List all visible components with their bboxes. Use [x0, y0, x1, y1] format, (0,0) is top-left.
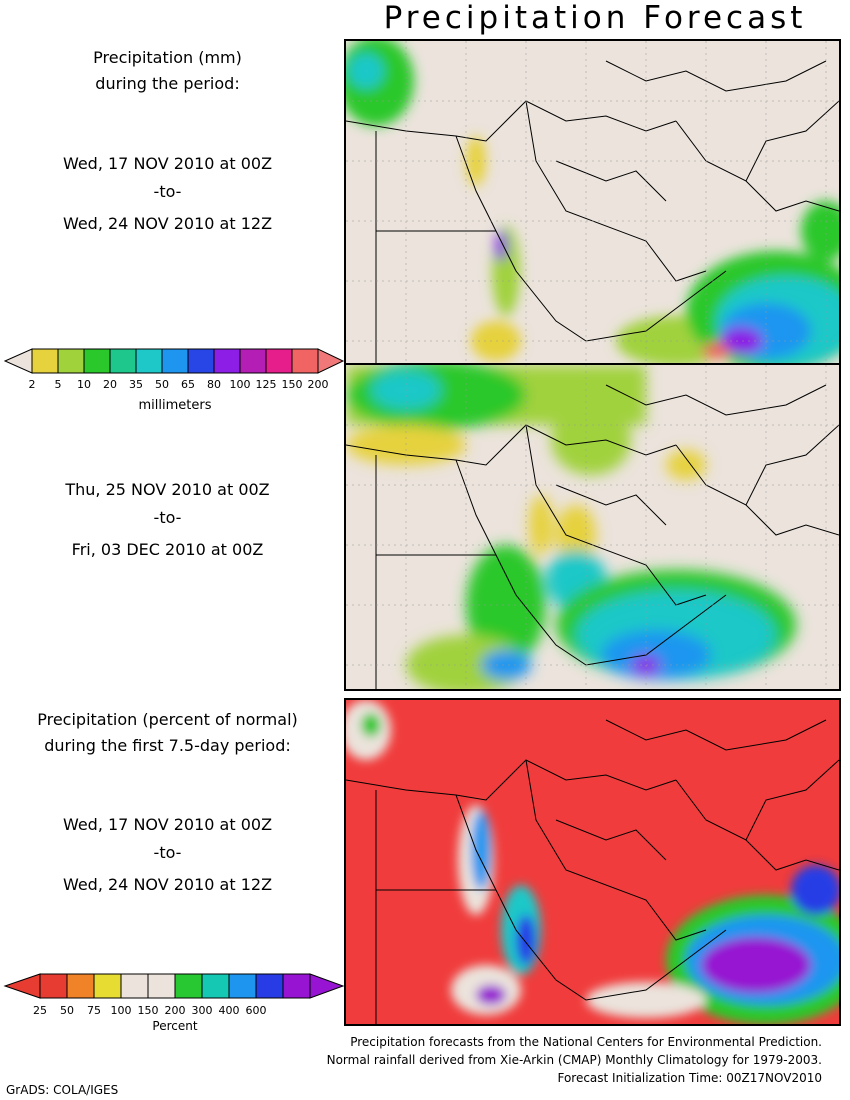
grads-credit: GrADS: COLA/IGES	[6, 1083, 119, 1097]
colorbar-high-arrow	[309, 973, 345, 999]
colorbar-swatch	[239, 348, 267, 374]
colorbar-swatch	[83, 348, 111, 374]
colorbar-tick-label: 200	[307, 378, 329, 391]
section1-end-date: Wed, 24 NOV 2010 at 12Z	[62, 214, 273, 233]
colorbar-low-arrow	[3, 973, 41, 999]
colorbar-tick-label: 100	[110, 1004, 132, 1017]
section2-end-date: Fri, 03 DEC 2010 at 00Z	[71, 540, 264, 559]
colorbar-tick-label: 10	[77, 378, 91, 391]
footer-line1: Precipitation forecasts from the Nationa…	[350, 1035, 822, 1049]
country-borders	[346, 719, 839, 1024]
colorbar-swatch	[109, 348, 137, 374]
colorbar-tick-label: 400	[218, 1004, 240, 1017]
colorbar-swatch	[282, 973, 311, 999]
colorbar-swatch	[213, 348, 241, 374]
colorbar-swatch	[201, 973, 230, 999]
colorbar-tick-label: 100	[229, 378, 251, 391]
colorbar-swatch	[174, 973, 203, 999]
section1-heading-line1: Precipitation (mm)	[93, 48, 242, 67]
grid-lines	[346, 365, 839, 689]
colorbar-swatch	[228, 973, 257, 999]
section1-heading-line2: during the period:	[95, 74, 240, 93]
precip-shading	[346, 365, 796, 689]
footer-line3: Forecast Initialization Time: 00Z17NOV20…	[557, 1071, 822, 1085]
section3-heading-line1: Precipitation (percent of normal)	[37, 710, 298, 729]
colorbar-swatch	[39, 973, 68, 999]
colorbar-tick-label: 20	[103, 378, 117, 391]
section2-to: -to-	[153, 508, 182, 527]
section1-to: -to-	[153, 182, 182, 201]
section3-start-date: Wed, 17 NOV 2010 at 00Z	[62, 815, 273, 834]
percent-colorbar-labels: 25 50 75 100 150 200 300 400 600	[0, 1004, 345, 1020]
colorbar-tick-label: 75	[87, 1004, 101, 1017]
colorbar-tick-label: 65	[181, 378, 195, 391]
colorbar-tick-label: 150	[281, 378, 303, 391]
colorbar-tick-label: 50	[155, 378, 169, 391]
colorbar-high-arrow	[317, 348, 345, 374]
percent-colorbar	[3, 973, 345, 999]
mm-colorbar-unit: millimeters	[138, 398, 212, 413]
percent-colorbar-unit: Percent	[152, 1019, 198, 1033]
precip-shading	[346, 41, 839, 363]
colorbar-swatch	[255, 973, 284, 999]
country-borders	[346, 384, 839, 689]
colorbar-swatch	[31, 348, 59, 374]
mm-colorbar	[3, 348, 345, 374]
colorbar-tick-label: 150	[137, 1004, 159, 1017]
map-panel-percent-normal	[344, 698, 841, 1026]
colorbar-tick-label: 600	[245, 1004, 267, 1017]
colorbar-tick-label: 50	[60, 1004, 74, 1017]
section2-start-date: Thu, 25 NOV 2010 at 00Z	[65, 480, 270, 499]
colorbar-swatch	[120, 973, 149, 999]
section3-to: -to-	[153, 843, 182, 862]
colorbar-swatch	[147, 973, 176, 999]
colorbar-tick-label: 125	[255, 378, 277, 391]
colorbar-swatch	[291, 348, 319, 374]
colorbar-swatch	[265, 348, 293, 374]
colorbar-tick-label: 25	[33, 1004, 47, 1017]
colorbar-tick-label: 80	[207, 378, 221, 391]
map-panel-week1-precip	[344, 39, 841, 365]
colorbar-swatch	[57, 348, 85, 374]
section3-end-date: Wed, 24 NOV 2010 at 12Z	[62, 875, 273, 894]
colorbar-low-arrow	[3, 348, 33, 374]
colorbar-swatch	[161, 348, 189, 374]
footer-line2: Normal rainfall derived from Xie-Arkin (…	[326, 1053, 822, 1067]
colorbar-swatch	[135, 348, 163, 374]
section3-heading-line2: during the first 7.5-day period:	[44, 736, 291, 755]
colorbar-tick-label: 2	[28, 378, 36, 391]
percent-shading	[346, 700, 839, 1024]
colorbar-swatch	[187, 348, 215, 374]
colorbar-tick-label: 200	[164, 1004, 186, 1017]
page-title: Precipitation Forecast	[383, 0, 807, 36]
grid-lines	[346, 41, 839, 363]
section1-start-date: Wed, 17 NOV 2010 at 00Z	[62, 154, 273, 173]
colorbar-tick-label: 300	[191, 1004, 213, 1017]
colorbar-swatch	[93, 973, 122, 999]
mm-colorbar-labels: 2 5 10 20 35 50 65 80 100 125 150 200	[0, 378, 345, 394]
colorbar-tick-label: 5	[54, 378, 62, 391]
colorbar-tick-label: 35	[129, 378, 143, 391]
colorbar-swatch	[66, 973, 95, 999]
map-panel-week2-precip	[344, 363, 841, 691]
